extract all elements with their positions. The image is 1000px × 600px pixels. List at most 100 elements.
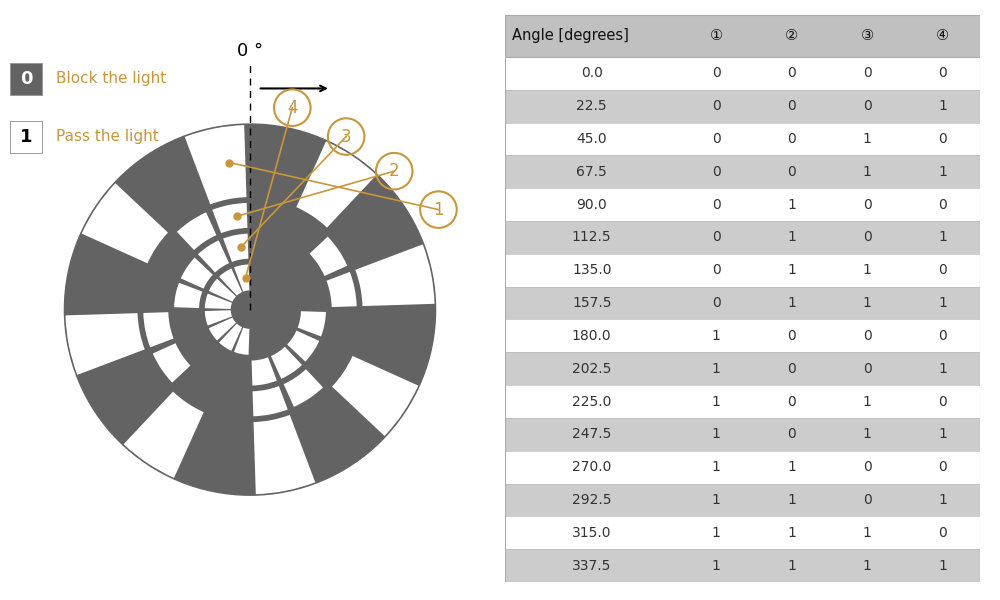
Text: ④: ④ — [936, 28, 949, 43]
Text: 0: 0 — [938, 132, 947, 146]
Wedge shape — [177, 212, 216, 250]
Text: 90.0: 90.0 — [576, 197, 607, 212]
Wedge shape — [219, 268, 242, 296]
Text: 1: 1 — [787, 296, 796, 310]
Bar — [505, 221, 980, 254]
Text: 0: 0 — [938, 329, 947, 343]
Text: 67.5: 67.5 — [576, 165, 607, 179]
Wedge shape — [205, 310, 232, 326]
Text: ②: ② — [785, 28, 798, 43]
Text: 0: 0 — [787, 132, 796, 146]
Bar — [505, 287, 980, 319]
Text: 1: 1 — [433, 200, 444, 218]
Text: 0: 0 — [787, 99, 796, 113]
Wedge shape — [209, 317, 236, 341]
Text: Angle [degrees]: Angle [degrees] — [512, 28, 629, 43]
Wedge shape — [174, 283, 202, 308]
Wedge shape — [209, 278, 236, 302]
Wedge shape — [287, 331, 319, 362]
Text: 45.0: 45.0 — [576, 132, 607, 146]
Text: 1: 1 — [712, 460, 721, 474]
Text: 0: 0 — [712, 296, 721, 310]
Text: 1: 1 — [787, 197, 796, 212]
Text: 0: 0 — [787, 427, 796, 442]
Text: 3: 3 — [341, 128, 351, 146]
Text: 0: 0 — [787, 329, 796, 343]
Bar — [505, 90, 980, 122]
Wedge shape — [205, 293, 232, 309]
Bar — [505, 122, 980, 155]
Text: 0: 0 — [787, 67, 796, 80]
Text: 0: 0 — [712, 263, 721, 277]
Text: 202.5: 202.5 — [572, 362, 611, 376]
Wedge shape — [310, 236, 347, 276]
Wedge shape — [254, 415, 315, 494]
Wedge shape — [219, 323, 242, 351]
Bar — [505, 484, 980, 517]
Bar — [505, 319, 980, 352]
Text: ①: ① — [710, 28, 723, 43]
Text: 247.5: 247.5 — [572, 427, 611, 442]
Text: 0.0: 0.0 — [581, 67, 603, 80]
Text: 1: 1 — [938, 493, 947, 507]
Bar — [505, 549, 980, 582]
Bar — [505, 418, 980, 451]
Bar — [505, 451, 980, 484]
Text: 157.5: 157.5 — [572, 296, 611, 310]
Bar — [505, 188, 980, 221]
Text: 0: 0 — [787, 165, 796, 179]
Wedge shape — [252, 357, 277, 386]
Text: 1: 1 — [863, 165, 872, 179]
Wedge shape — [185, 125, 246, 205]
Text: 1: 1 — [787, 493, 796, 507]
Text: 0: 0 — [863, 99, 872, 113]
Text: 0: 0 — [938, 395, 947, 409]
Text: 1: 1 — [938, 427, 947, 442]
Text: 0: 0 — [20, 70, 32, 88]
Bar — [505, 57, 980, 90]
Text: 292.5: 292.5 — [572, 493, 611, 507]
Text: 22.5: 22.5 — [576, 99, 607, 113]
Text: 270.0: 270.0 — [572, 460, 611, 474]
Text: 0: 0 — [863, 67, 872, 80]
Text: 1: 1 — [863, 395, 872, 409]
Text: Block the light: Block the light — [56, 71, 166, 86]
Wedge shape — [124, 392, 204, 478]
Text: 0: 0 — [938, 526, 947, 540]
Text: 1: 1 — [938, 230, 947, 244]
Wedge shape — [296, 142, 376, 227]
Text: 0: 0 — [787, 395, 796, 409]
Text: 180.0: 180.0 — [572, 329, 612, 343]
Text: 0 °: 0 ° — [237, 41, 263, 59]
Bar — [10, 121, 42, 153]
Text: 4: 4 — [287, 98, 298, 116]
Text: 0: 0 — [938, 263, 947, 277]
Text: 0: 0 — [712, 165, 721, 179]
Text: 1: 1 — [938, 165, 947, 179]
Text: 315.0: 315.0 — [572, 526, 611, 540]
Wedge shape — [284, 369, 323, 407]
Text: 337.5: 337.5 — [572, 559, 611, 572]
Text: 1: 1 — [712, 329, 721, 343]
Text: 0: 0 — [863, 329, 872, 343]
Text: 1: 1 — [938, 362, 947, 376]
Wedge shape — [198, 241, 229, 272]
Text: 1: 1 — [712, 362, 721, 376]
Wedge shape — [223, 233, 248, 262]
Text: 1: 1 — [20, 128, 32, 146]
Text: 1: 1 — [863, 526, 872, 540]
Bar — [505, 15, 980, 57]
Wedge shape — [82, 183, 168, 263]
Text: 1: 1 — [787, 263, 796, 277]
Bar — [505, 254, 980, 287]
Text: 1: 1 — [712, 395, 721, 409]
Text: 0: 0 — [712, 67, 721, 80]
Text: 0: 0 — [863, 197, 872, 212]
Text: 0: 0 — [712, 197, 721, 212]
Wedge shape — [253, 386, 288, 416]
Wedge shape — [234, 265, 249, 292]
Text: 1: 1 — [787, 559, 796, 572]
Text: 1: 1 — [863, 427, 872, 442]
Text: 1: 1 — [863, 132, 872, 146]
Wedge shape — [65, 313, 145, 375]
